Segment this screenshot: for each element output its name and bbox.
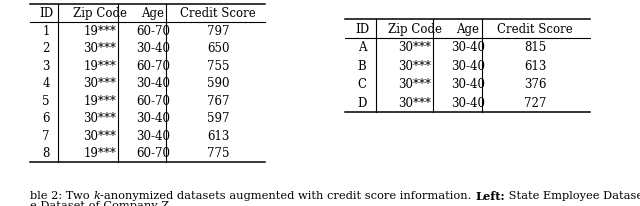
Text: 19***: 19*** <box>84 25 116 37</box>
Text: 60-70: 60-70 <box>136 146 170 159</box>
Text: 767: 767 <box>207 94 229 107</box>
Text: 30***: 30*** <box>83 112 116 125</box>
Text: Age: Age <box>141 7 164 20</box>
Text: 613: 613 <box>207 129 229 142</box>
Text: 650: 650 <box>207 42 229 55</box>
Text: 4: 4 <box>42 77 50 90</box>
Text: 30***: 30*** <box>399 41 431 54</box>
Text: 30-40: 30-40 <box>136 112 170 125</box>
Text: 30***: 30*** <box>399 96 431 109</box>
Text: 376: 376 <box>524 78 547 91</box>
Text: State Employee Dataset.: State Employee Dataset. <box>505 190 640 200</box>
Text: 19***: 19*** <box>84 94 116 107</box>
Text: 60-70: 60-70 <box>136 94 170 107</box>
Text: ble 2: Two: ble 2: Two <box>30 190 93 200</box>
Text: e Dataset of Company Z.: e Dataset of Company Z. <box>30 200 173 206</box>
Text: 30-40: 30-40 <box>451 41 485 54</box>
Text: k: k <box>93 190 100 200</box>
Text: Credit Score: Credit Score <box>497 23 573 36</box>
Text: ID: ID <box>355 23 369 36</box>
Text: 30***: 30*** <box>399 60 431 72</box>
Text: 30-40: 30-40 <box>451 60 485 72</box>
Text: 5: 5 <box>42 94 50 107</box>
Text: 597: 597 <box>207 112 229 125</box>
Text: Age: Age <box>456 23 479 36</box>
Text: 3: 3 <box>42 60 50 72</box>
Text: A: A <box>358 41 366 54</box>
Text: 19***: 19*** <box>84 60 116 72</box>
Text: 30***: 30*** <box>83 77 116 90</box>
Text: 60-70: 60-70 <box>136 60 170 72</box>
Text: 30***: 30*** <box>399 78 431 91</box>
Text: C: C <box>358 78 367 91</box>
Text: 8: 8 <box>42 146 50 159</box>
Text: -anonymized datasets augmented with credit score information.: -anonymized datasets augmented with cred… <box>100 190 475 200</box>
Text: 797: 797 <box>207 25 229 37</box>
Text: 7: 7 <box>42 129 50 142</box>
Text: 30***: 30*** <box>83 42 116 55</box>
Text: 30-40: 30-40 <box>136 42 170 55</box>
Text: Left:: Left: <box>475 190 505 201</box>
Text: B: B <box>358 60 366 72</box>
Text: 30***: 30*** <box>83 129 116 142</box>
Text: 815: 815 <box>524 41 546 54</box>
Text: D: D <box>357 96 367 109</box>
Text: Credit Score: Credit Score <box>180 7 256 20</box>
Text: 60-70: 60-70 <box>136 25 170 37</box>
Text: 755: 755 <box>207 60 229 72</box>
Text: 30-40: 30-40 <box>451 96 485 109</box>
Text: 19***: 19*** <box>84 146 116 159</box>
Text: 2: 2 <box>42 42 50 55</box>
Text: 30-40: 30-40 <box>136 129 170 142</box>
Text: 30-40: 30-40 <box>451 78 485 91</box>
Text: 775: 775 <box>207 146 229 159</box>
Text: Zip Code: Zip Code <box>388 23 442 36</box>
Text: 6: 6 <box>42 112 50 125</box>
Text: ID: ID <box>39 7 53 20</box>
Text: 727: 727 <box>524 96 546 109</box>
Text: 590: 590 <box>207 77 229 90</box>
Text: 30-40: 30-40 <box>136 77 170 90</box>
Text: Zip Code: Zip Code <box>73 7 127 20</box>
Text: 1: 1 <box>42 25 50 37</box>
Text: 613: 613 <box>524 60 546 72</box>
